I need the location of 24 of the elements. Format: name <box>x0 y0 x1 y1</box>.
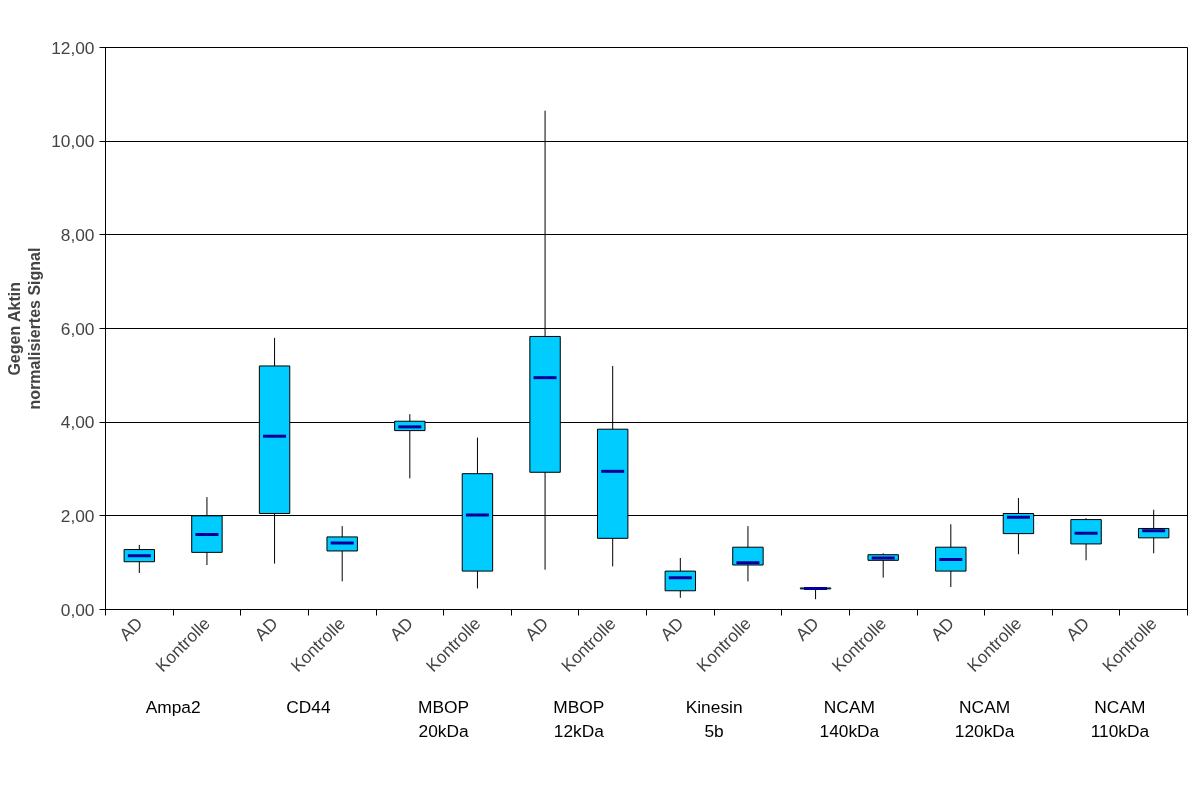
text: CD44 <box>286 696 331 717</box>
x-tick-label: AD <box>250 613 282 645</box>
x-tick-label: AD <box>520 613 553 645</box>
x-tick-label: AD <box>791 613 823 645</box>
y-tick-label: 12,00 <box>51 37 95 58</box>
x-tick-label: AD <box>656 613 688 645</box>
text: MBOP 12kDa <box>553 696 605 741</box>
text: NCAM 110kDa <box>1090 696 1150 741</box>
text: NCAM 140kDa <box>819 696 880 741</box>
y-axis-title: Gegen Aktin normalisiertes Signal <box>5 247 44 410</box>
text: Kinesin 5b <box>685 696 743 741</box>
y-tick-label: 2,00 <box>60 505 95 526</box>
text: MBOP 20kDa <box>418 696 470 741</box>
x-tick-label: AD <box>926 613 958 645</box>
x-tick-label: AD <box>1061 613 1094 645</box>
x-tick-label: AD <box>115 613 147 645</box>
y-tick-label: 10,00 <box>51 131 95 152</box>
y-tick-label: 8,00 <box>60 224 95 245</box>
x-tick-label: AD <box>385 613 417 645</box>
y-tick-label: 0,00 <box>60 599 95 620</box>
text: NCAM 120kDa <box>954 696 1015 741</box>
text: Ampa2 <box>145 696 201 717</box>
y-tick-label: 4,00 <box>60 412 95 433</box>
y-tick-label: 6,00 <box>60 318 95 339</box>
